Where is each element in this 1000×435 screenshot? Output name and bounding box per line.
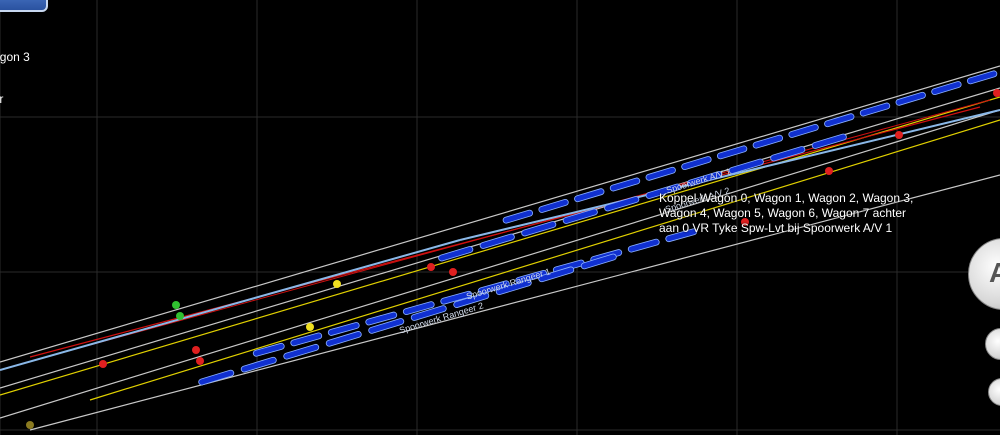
- signal-light: [99, 360, 107, 368]
- track-line: [89, 119, 1000, 401]
- wagon: [931, 81, 962, 96]
- signal-light: [192, 346, 200, 354]
- signal-light: [172, 301, 180, 309]
- wagon: [580, 253, 617, 270]
- signal-light: [825, 167, 833, 175]
- wagon: [665, 228, 698, 243]
- track-line: [0, 96, 1000, 396]
- wagon: [681, 156, 712, 171]
- signal-light: [306, 323, 314, 331]
- wagon: [410, 305, 447, 321]
- wagon: [252, 342, 285, 357]
- track-line: [29, 174, 1000, 431]
- wagon: [538, 198, 569, 213]
- wagon: [402, 301, 435, 315]
- info-line: Vagon 3: [0, 50, 30, 64]
- wagon: [365, 311, 398, 326]
- wagon: [198, 369, 235, 386]
- wagon: [438, 246, 474, 262]
- wagon: [716, 145, 748, 160]
- signal-light: [895, 131, 903, 139]
- signal-light: [196, 357, 204, 365]
- wagon: [538, 266, 575, 283]
- wagon: [609, 177, 641, 192]
- signal-light: [449, 268, 457, 276]
- side-action-glyph: A: [989, 257, 1000, 288]
- wagon: [687, 171, 723, 187]
- wagon: [604, 196, 640, 212]
- wagon: [368, 318, 405, 334]
- wagon: [453, 292, 490, 308]
- wagon: [645, 166, 676, 181]
- info-line: aar: [0, 92, 4, 106]
- track-line: [0, 109, 1000, 419]
- wagon: [325, 331, 362, 347]
- signal-light: [333, 280, 341, 288]
- wagon: [515, 270, 548, 284]
- wagon: [502, 209, 534, 224]
- signal-light: [993, 89, 1000, 97]
- wagon: [788, 123, 819, 138]
- wagon: [495, 279, 532, 296]
- wagon: [966, 70, 998, 85]
- wagon: [521, 221, 557, 237]
- wagon: [770, 146, 806, 162]
- track-line: [459, 109, 1000, 241]
- wagon: [290, 332, 323, 347]
- signal-light: [26, 421, 34, 429]
- track-line: [0, 65, 1000, 363]
- signal-light: [176, 312, 184, 320]
- wagon: [824, 113, 855, 128]
- signal-light: [427, 263, 435, 271]
- wagon: [811, 133, 847, 149]
- wagon: [440, 290, 473, 305]
- wagon: [627, 238, 660, 253]
- wagon: [645, 183, 681, 199]
- wagon: [327, 322, 360, 336]
- message-line: Koppel Wagon 0, Wagon 1, Wagon 2, Wagon …: [659, 191, 914, 205]
- wagon: [574, 188, 605, 203]
- track-line: [0, 239, 461, 371]
- wagon: [895, 91, 926, 106]
- wagon: [562, 208, 598, 224]
- info-panel: Vagon 3 aar: [0, 22, 30, 134]
- wagon: [752, 134, 784, 149]
- signal-light: [741, 218, 749, 226]
- wagon: [859, 102, 891, 117]
- menu-button[interactable]: [0, 0, 48, 12]
- wagon: [477, 280, 510, 295]
- wagon: [240, 356, 277, 373]
- message-line: Wagon 4, Wagon 5, Wagon 6, Wagon 7 achte…: [659, 206, 907, 220]
- coupling-message: Koppel Wagon 0, Wagon 1, Wagon 2, Wagon …: [659, 191, 913, 236]
- message-line: aan 0 VR Tyke Spw-Lvt bij Spoorwerk A/V …: [659, 221, 893, 235]
- wagon: [728, 158, 764, 174]
- wagon: [479, 233, 515, 249]
- wagon: [283, 343, 320, 360]
